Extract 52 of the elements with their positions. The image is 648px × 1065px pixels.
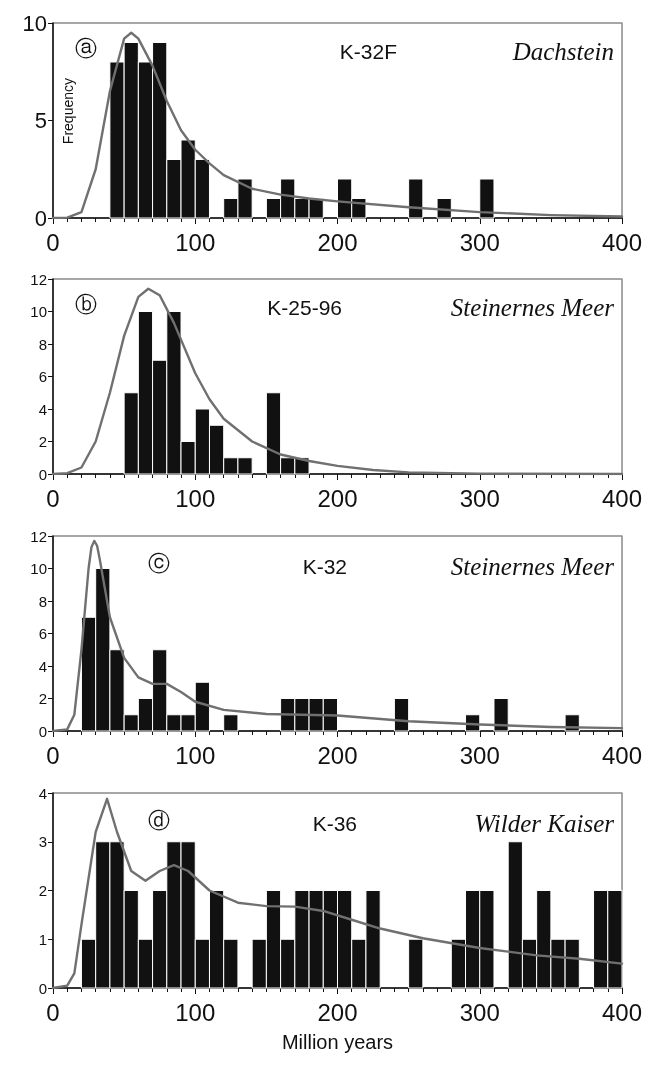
x-tick-label: 400 — [601, 998, 643, 1026]
y-tick-label: 10 — [30, 303, 47, 320]
annotation: Steinernes Meer — [450, 294, 615, 321]
x-tick-label: 100 — [175, 228, 216, 256]
x-tick-label: 400 — [601, 741, 643, 769]
y-tick-label: 3 — [38, 833, 47, 851]
x-tick-label: 300 — [459, 484, 500, 512]
x-tick-label: 400 — [601, 484, 643, 512]
annotation: K-32 — [302, 555, 347, 578]
y-tick-label: 0 — [38, 979, 47, 997]
annotation: ⓓ — [148, 807, 170, 833]
y-tick-label: 12 — [30, 270, 47, 288]
y-tick-label: 6 — [38, 368, 47, 385]
x-tick-label: 400 — [601, 228, 643, 256]
x-tick-label: 300 — [459, 228, 500, 256]
y-tick-label: 2 — [38, 690, 47, 707]
y-tick-label: 12 — [30, 527, 47, 545]
y-tick-label: 6 — [38, 625, 47, 642]
x-tick-label: 200 — [317, 484, 358, 512]
y-tick-label: 4 — [38, 784, 47, 802]
annotation: K-32F — [339, 40, 397, 63]
y-tick-label: 1 — [38, 930, 47, 948]
y-tick-label: 8 — [38, 592, 47, 610]
x-tick-label: 200 — [317, 228, 358, 256]
y-tick-label: 0 — [38, 465, 47, 483]
annotation: ⓑ — [75, 291, 97, 317]
y-tick-label: 8 — [38, 335, 47, 353]
x-tick-label: 100 — [175, 998, 216, 1026]
annotation: Wilder Kaiser — [474, 810, 615, 837]
x-tick-label: 300 — [459, 998, 500, 1026]
annotation: K-36 — [312, 812, 357, 835]
y-tick-label: 0 — [38, 722, 47, 740]
annotation: Steinernes Meer — [450, 553, 615, 580]
y-tick-label: 0 — [34, 205, 47, 231]
annotation: Dachstein — [511, 38, 615, 65]
y-tick-label: 10 — [30, 560, 47, 577]
annotation: ⓐ — [75, 35, 97, 61]
annotation: K-25-96 — [267, 296, 343, 319]
x-axis-title: Million years — [281, 1031, 394, 1053]
y-tick-label: 2 — [38, 433, 47, 450]
x-tick-label: 100 — [175, 484, 216, 512]
y-tick-label: 4 — [38, 657, 47, 675]
y-tick-label: 5 — [34, 108, 47, 133]
x-tick-label: 100 — [175, 741, 216, 769]
x-tick-label: 200 — [317, 741, 358, 769]
y-tick-label: 4 — [38, 400, 47, 418]
x-tick-label: 300 — [459, 741, 500, 769]
y-tick-label: 10 — [22, 10, 47, 36]
annotation: ⓒ — [148, 550, 170, 576]
y-tick-label: 2 — [38, 882, 47, 899]
y-axis-title: Frequency — [60, 77, 76, 145]
x-tick-label: 200 — [317, 998, 358, 1026]
